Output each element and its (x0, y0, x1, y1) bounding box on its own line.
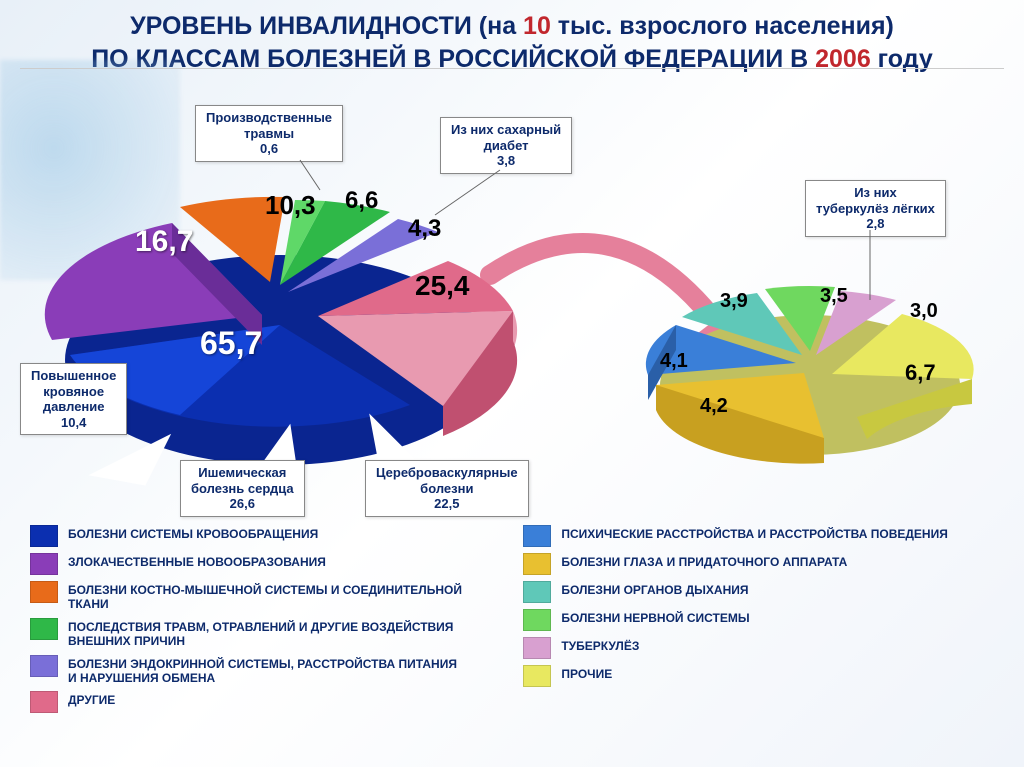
legend-text: ДРУГИЕ (68, 691, 115, 707)
legend-text: ЗЛОКАЧЕСТВЕННЫЕ НОВООБРАЗОВАНИЯ (68, 553, 326, 569)
legend-swatch (523, 525, 551, 547)
legend-text: ПОСЛЕДСТВИЯ ТРАВМ, ОТРАВЛЕНИЙ И ДРУГИЕ В… (68, 618, 468, 649)
legend-swatch (30, 525, 58, 547)
title-part-1b: тыс. взрослого населения) (551, 12, 894, 40)
legend-item: ТУБЕРКУЛЁЗ (523, 637, 983, 659)
legend-item: БОЛЕЗНИ ГЛАЗА И ПРИДАТОЧНОГО АППАРАТА (523, 553, 983, 575)
legend-item: БОЛЕЗНИ ЭНДОКРИННОЙ СИСТЕМЫ, РАССТРОЙСТВ… (30, 655, 520, 686)
legend-swatch (30, 691, 58, 713)
title-rule (20, 68, 1004, 69)
legend-swatch (523, 553, 551, 575)
legend-text: ТУБЕРКУЛЁЗ (561, 637, 639, 653)
legend-text: БОЛЕЗНИ КОСТНО-МЫШЕЧНОЙ СИСТЕМЫ И СОЕДИН… (68, 581, 468, 612)
legend-swatch (523, 609, 551, 631)
legend-item: БОЛЕЗНИ НЕРВНОЙ СИСТЕМЫ (523, 609, 983, 631)
callout-lines (0, 75, 1024, 505)
legend-swatch (30, 581, 58, 603)
title-red-1: 10 (523, 12, 551, 40)
legend-right-col: ПСИХИЧЕСКИЕ РАССТРОЙСТВА И РАССТРОЙСТВА … (523, 525, 983, 693)
legend-swatch (523, 637, 551, 659)
legend-item: ДРУГИЕ (30, 691, 520, 713)
legend-swatch (523, 665, 551, 687)
legend-swatch (30, 618, 58, 640)
legend-item: БОЛЕЗНИ КОСТНО-МЫШЕЧНОЙ СИСТЕМЫ И СОЕДИН… (30, 581, 520, 612)
legend-item: ПСИХИЧЕСКИЕ РАССТРОЙСТВА И РАССТРОЙСТВА … (523, 525, 983, 547)
legend-swatch (523, 581, 551, 603)
legend-text: БОЛЕЗНИ СИСТЕМЫ КРОВООБРАЩЕНИЯ (68, 525, 318, 541)
legend-item: БОЛЕЗНИ ОРГАНОВ ДЫХАНИЯ (523, 581, 983, 603)
legend: БОЛЕЗНИ СИСТЕМЫ КРОВООБРАЩЕНИЯ ЗЛОКАЧЕСТВ… (30, 525, 1000, 719)
legend-item: БОЛЕЗНИ СИСТЕМЫ КРОВООБРАЩЕНИЯ (30, 525, 520, 547)
legend-text: БОЛЕЗНИ НЕРВНОЙ СИСТЕМЫ (561, 609, 749, 625)
legend-text: БОЛЕЗНИ ОРГАНОВ ДЫХАНИЯ (561, 581, 748, 597)
legend-item: ПРОЧИЕ (523, 665, 983, 687)
legend-text: БОЛЕЗНИ ЭНДОКРИННОЙ СИСТЕМЫ, РАССТРОЙСТВ… (68, 655, 468, 686)
legend-item: ЗЛОКАЧЕСТВЕННЫЕ НОВООБРАЗОВАНИЯ (30, 553, 520, 575)
legend-swatch (30, 655, 58, 677)
legend-item: ПОСЛЕДСТВИЯ ТРАВМ, ОТРАВЛЕНИЙ И ДРУГИЕ В… (30, 618, 520, 649)
legend-left-col: БОЛЕЗНИ СИСТЕМЫ КРОВООБРАЩЕНИЯ ЗЛОКАЧЕСТВ… (30, 525, 520, 719)
legend-text: БОЛЕЗНИ ГЛАЗА И ПРИДАТОЧНОГО АППАРАТА (561, 553, 847, 569)
legend-text: ПСИХИЧЕСКИЕ РАССТРОЙСТВА И РАССТРОЙСТВА … (561, 525, 948, 541)
legend-swatch (30, 553, 58, 575)
chart-area: 16,7 10,3 6,6 4,3 25,4 65,7 3,9 3,5 3,0 … (0, 75, 1024, 505)
legend-text: ПРОЧИЕ (561, 665, 612, 681)
title-part-1a: УРОВЕНЬ ИНВАЛИДНОСТИ (на (130, 12, 523, 40)
